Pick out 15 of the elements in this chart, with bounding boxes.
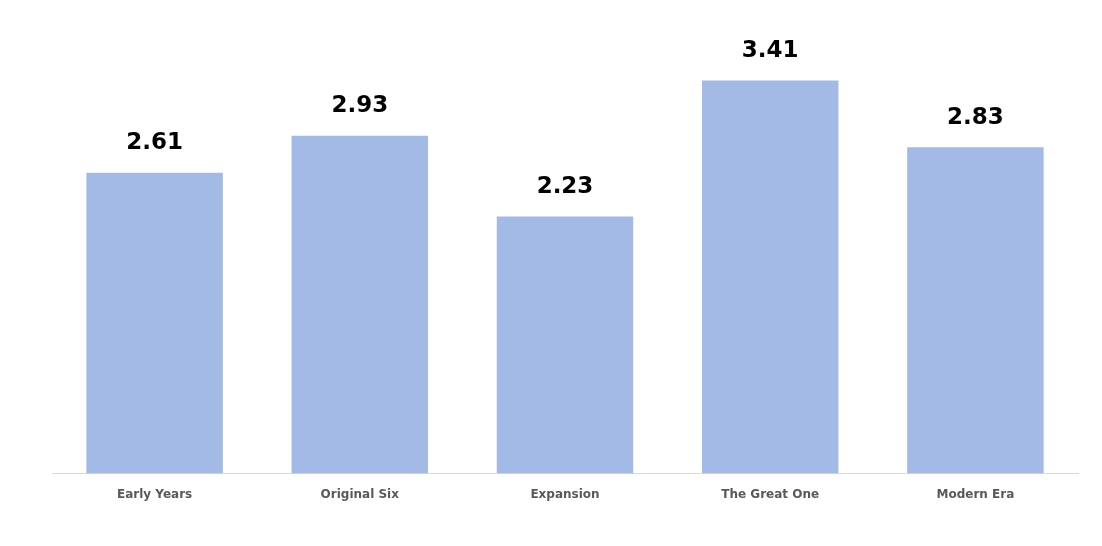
data-label: 2.93 <box>331 91 389 118</box>
bar <box>291 135 429 474</box>
x-tick-label: Modern Era <box>936 486 1015 501</box>
x-tick-label: Early Years <box>116 486 193 501</box>
data-label: 2.61 <box>126 128 183 155</box>
bar <box>701 80 839 474</box>
x-tick-label: Original Six <box>320 486 400 501</box>
bar <box>86 172 223 474</box>
data-label: 3.41 <box>741 35 799 62</box>
data-label: 2.83 <box>947 102 1004 129</box>
x-tick-label: The Great One <box>721 486 820 501</box>
bar <box>496 216 634 474</box>
bar <box>907 147 1044 474</box>
data-label: 2.23 <box>536 171 594 198</box>
x-tick-label: Expansion <box>530 486 600 501</box>
